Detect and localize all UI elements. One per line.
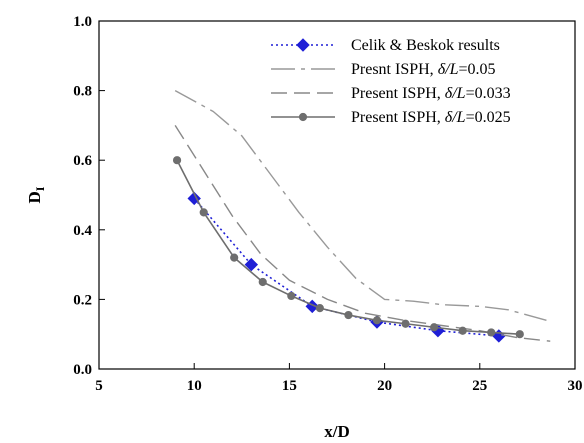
data-point-circle <box>199 208 208 217</box>
data-point-circle <box>430 323 439 332</box>
legend-label: Celik & Beskok results <box>351 37 500 54</box>
series-layer <box>172 89 551 343</box>
y-axis-label-subscript: I <box>33 186 47 191</box>
legend-item: Celik & Beskok results <box>271 37 500 54</box>
legend-item: Presnt ISPH, δ/L=0.05 <box>271 61 496 78</box>
data-point-circle <box>315 304 324 313</box>
data-point-circle <box>487 328 496 337</box>
legend-label: Present ISPH, δ/L=0.033 <box>351 85 511 102</box>
x-tick-label: 25 <box>472 378 487 394</box>
data-point-circle <box>298 112 308 122</box>
y-tick-label: 0.4 <box>73 223 92 239</box>
x-tick-label: 30 <box>568 378 583 394</box>
data-point-diamond <box>244 257 259 272</box>
data-point-diamond <box>187 191 201 206</box>
axis-ticks: 5 10 15 20 25 30 0.0 0.2 0.4 0.6 0.8 1.0 <box>73 14 582 394</box>
y-tick-label: 0.0 <box>73 362 92 378</box>
series-4 <box>172 156 524 339</box>
x-tick-label: 5 <box>95 378 103 394</box>
legend: Celik & Beskok results Presnt ISPH, δ/L=0… <box>271 37 511 126</box>
data-point-diamond <box>296 38 310 52</box>
x-tick-label: 15 <box>282 378 297 394</box>
x-axis-label: x/D <box>324 422 350 441</box>
data-point-circle <box>401 319 410 328</box>
y-axis-label: DI <box>25 186 47 203</box>
data-point-circle <box>172 156 182 165</box>
legend-item: Present ISPH, δ/L=0.025 <box>271 109 511 126</box>
plot-area-frame <box>98 20 576 370</box>
series-line <box>176 159 520 335</box>
legend-item: Present ISPH, δ/L=0.033 <box>271 85 511 102</box>
legend-label: Presnt ISPH, δ/L=0.05 <box>351 61 496 78</box>
data-point-circle <box>258 277 267 287</box>
y-tick-label: 1.0 <box>73 14 92 30</box>
data-point-circle <box>344 310 353 320</box>
data-point-circle <box>372 316 382 325</box>
series-3 <box>174 125 551 342</box>
legend-label: Present ISPH, δ/L=0.025 <box>351 109 511 126</box>
y-tick-label: 0.2 <box>73 292 92 308</box>
series-line <box>174 89 547 321</box>
series-line <box>174 125 551 342</box>
x-tick-label: 20 <box>377 378 392 394</box>
data-point-circle <box>230 253 239 262</box>
y-tick-label: 0.6 <box>73 153 92 169</box>
data-point-circle <box>458 326 467 335</box>
data-point-circle <box>287 291 296 301</box>
y-axis-label-main: D <box>25 191 44 203</box>
y-tick-label: 0.8 <box>73 84 92 100</box>
data-point-circle <box>515 330 524 339</box>
x-tick-label: 10 <box>187 378 202 394</box>
series-2 <box>174 89 547 321</box>
